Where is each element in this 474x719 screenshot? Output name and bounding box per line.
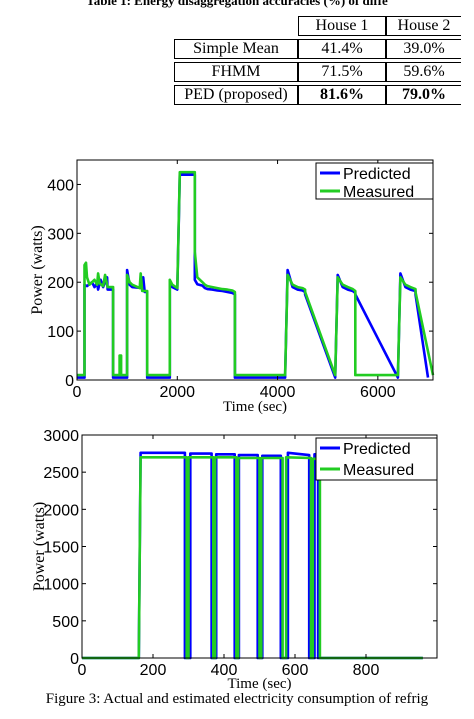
table-cell-method: PED (proposed) [174,85,298,105]
x-tick-label: 200 [140,662,167,679]
table-row: Simple Mean 41.4% 39.0% [174,39,461,59]
x-tick-label: 600 [282,662,309,679]
legend-label-predicted: Predicted [343,166,411,183]
bold-value: 81.6% [320,86,364,103]
legend-label-measured: Measured [343,462,414,479]
x-axis-label: Time (sec) [223,399,287,415]
legend-label-measured: Measured [343,184,414,201]
y-tick-label: 300 [47,226,74,243]
legend-label-predicted: Predicted [343,441,411,458]
x-tick-label: 6000 [360,384,396,401]
x-tick-label: 0 [78,662,87,679]
table-row: PED (proposed) 81.6% 79.0% [174,85,461,105]
y-tick-label: 200 [47,275,74,292]
y-tick-label: 500 [52,614,79,631]
accuracy-table: House 1 House 2 Simple Mean 41.4% 39.0% … [174,13,461,108]
x-tick-label: 800 [353,662,380,679]
y-tick-label: 2000 [43,502,79,519]
table-cell-method: Simple Mean [174,39,298,59]
y-tick-label: 100 [47,324,74,341]
y-tick-label: 2500 [43,465,79,482]
y-tick-label: 1000 [43,577,79,594]
series-line-measured [82,455,423,660]
bold-value: 79.0% [402,86,446,103]
table-row: FHMM 71.5% 59.6% [174,62,461,82]
x-tick-label: 4000 [260,384,296,401]
y-axis-label: Power (watts) [29,225,46,314]
table-cell-house1: 71.5% [298,62,386,82]
series-line-predicted [82,451,423,660]
plot-frame [76,159,434,381]
legend-box [315,162,434,200]
table-header-cell: House 1 [298,16,386,36]
x-tick-label: 400 [211,662,238,679]
table-header-row: House 1 House 2 [174,16,461,36]
figure-caption: Figure 3: Actual and estimated electrici… [45,691,429,707]
x-tick-label: 0 [73,384,82,401]
table-cell-house1: 41.4% [298,39,386,59]
x-tick-label: 2000 [159,384,195,401]
table-title: Table 1: Energy disaggregation accuracie… [86,0,388,8]
table-cell-house2: 39.0% [386,39,461,59]
y-tick-label: 400 [47,177,74,194]
table-cell-method: FHMM [174,62,298,82]
y-tick-label: 3000 [43,428,79,445]
table-header-cell: House 2 [386,16,461,36]
x-axis-label: Time (sec) [227,676,291,692]
table-cell-house2: 79.0% [386,85,461,105]
chart-top: 0 2000 4000 6000 0 100 200 300 400 Time (sec) Powe… [29,159,435,415]
y-tick-label: 0 [70,651,79,668]
y-tick-label: 0 [65,373,74,390]
legend-box [315,437,438,481]
table-cell-house1: 81.6% [298,85,386,105]
series-line-measured [77,170,435,377]
y-tick-label: 1500 [43,540,79,557]
y-axis-label: Power (watts) [31,502,48,591]
table-cell-house2: 59.6% [386,62,461,82]
